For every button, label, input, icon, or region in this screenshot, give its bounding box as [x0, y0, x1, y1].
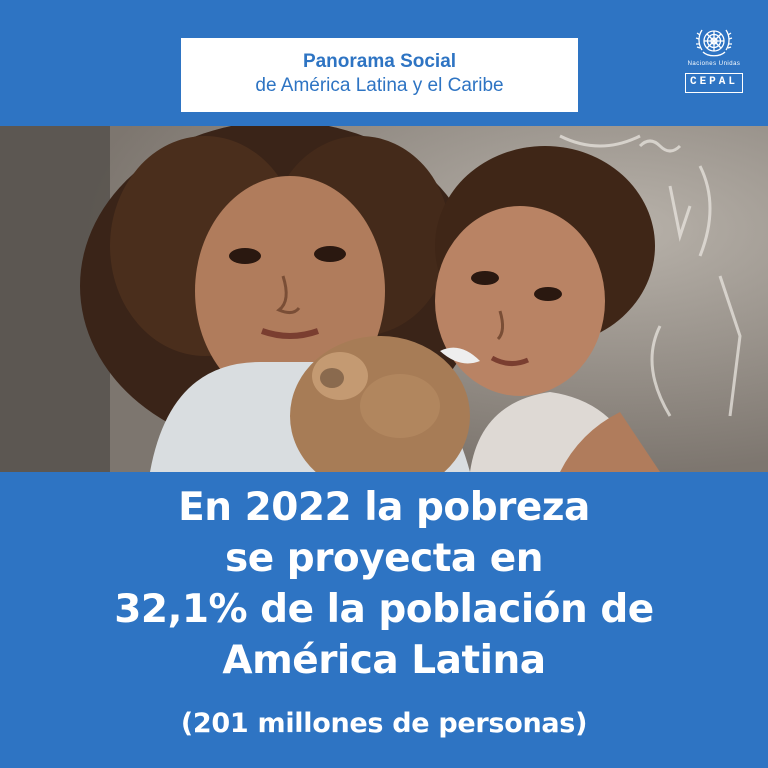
cepal-logo: CEPAL	[685, 73, 743, 93]
headline-line-1: En 2022 la pobreza	[178, 485, 590, 530]
un-cepal-logo: Naciones Unidas CEPAL	[680, 24, 748, 108]
children-with-teddy-bear-photo	[0, 126, 768, 472]
headline-line-2: se proyecta en	[225, 536, 543, 581]
header-band: Panorama Social de América Latina y el C…	[0, 0, 768, 126]
title-main: Panorama Social	[302, 51, 457, 72]
un-label: Naciones Unidas	[687, 61, 741, 67]
cepal-label: CEPAL	[689, 76, 738, 88]
title-sub: de América Latina y el Caribe	[255, 75, 504, 96]
children-photo	[0, 126, 768, 472]
un-emblem-icon	[695, 29, 733, 57]
subline: (201 millones de personas)	[180, 708, 588, 739]
headline-line-3: 32,1% de la población de	[114, 587, 654, 632]
title-box: Panorama Social de América Latina y el C…	[181, 38, 578, 112]
headline-line-4: América Latina	[222, 638, 546, 683]
headline: En 2022 la pobreza se proyecta en 32,1% …	[0, 482, 768, 686]
